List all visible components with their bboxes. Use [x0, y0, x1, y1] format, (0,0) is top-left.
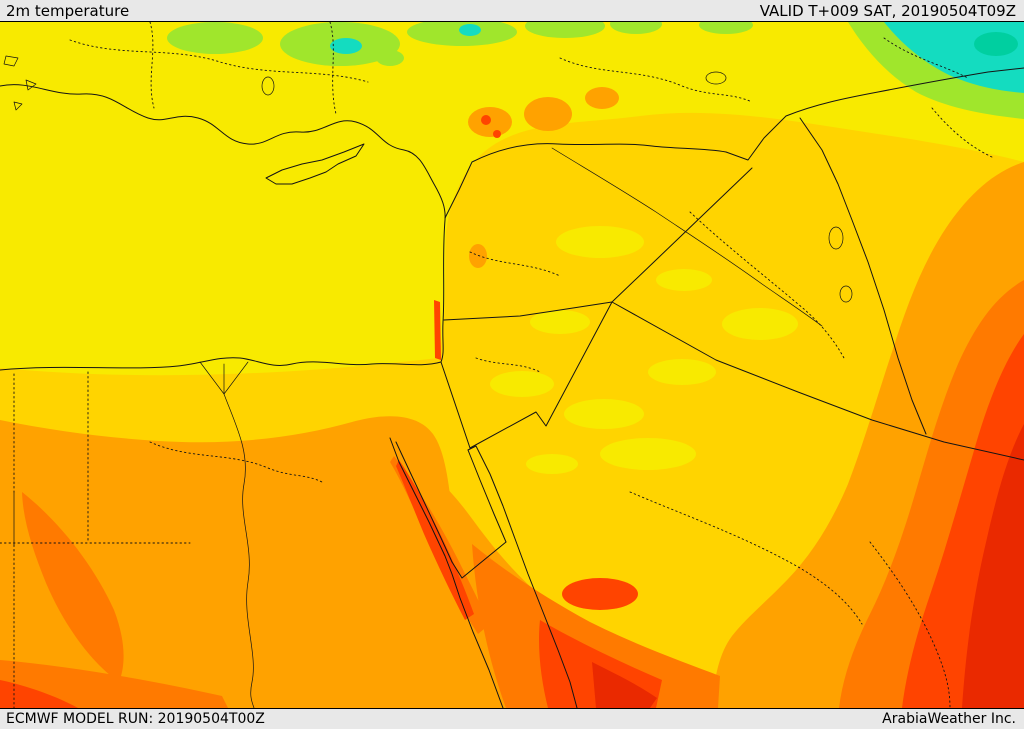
pale-yellow-patches — [490, 226, 798, 474]
temperature-field — [0, 22, 1024, 708]
deep-red-east-core — [962, 424, 1024, 708]
temperature-map — [0, 22, 1024, 708]
iraq-iran-border — [799, 117, 927, 435]
red-spot-south — [562, 578, 638, 610]
teal-core-northeast — [974, 32, 1018, 56]
brand-label: ArabiaWeather Inc. — [882, 711, 1016, 727]
iraq-lake-2 — [839, 285, 853, 303]
deep-red-south-core — [592, 662, 657, 708]
jordan-syria-border — [443, 301, 613, 321]
syria-iraq-border — [611, 167, 753, 303]
lake-van — [705, 71, 727, 85]
deep-orange-egypt-bottom — [0, 660, 228, 708]
red-regions — [0, 115, 1024, 708]
red-corner-bottom-left — [0, 680, 78, 708]
sinai-south-tip — [451, 541, 507, 579]
deep-orange-egypt-band — [22, 492, 124, 682]
lake-tuz — [261, 76, 275, 96]
jordan-saudi-border — [469, 301, 613, 449]
temperature-map-canvas — [0, 22, 1024, 708]
admin-boundaries — [0, 22, 995, 708]
gulf-of-aqaba-west-coast — [467, 449, 507, 543]
gulf-of-aqaba-east-coast — [467, 445, 515, 537]
iraq-lake-1 — [828, 226, 844, 250]
nile-delta-branches — [199, 361, 249, 395]
orange-spot-north-syria-3 — [585, 87, 619, 109]
cyan-spot-2 — [459, 24, 481, 36]
cyan-spot-1 — [330, 38, 362, 54]
country-borders — [0, 55, 1024, 708]
model-run-label: ECMWF MODEL RUN: 20190504T00Z — [6, 711, 265, 727]
rivers — [199, 147, 823, 708]
egypt-israel-border — [440, 361, 471, 449]
nile-river — [223, 393, 255, 708]
orange-spot-north-syria-2 — [524, 97, 572, 131]
gulf-of-suez-west-coast — [389, 437, 504, 708]
aegean-islands — [3, 55, 37, 111]
turkey-syria-iraq-border — [444, 67, 1024, 219]
map-header: 2m temperature VALID T+009 SAT, 20190504… — [0, 0, 1024, 22]
orange-region-south-center — [398, 450, 734, 708]
red-dot-syria-2 — [493, 130, 501, 138]
red-dot-syria-1 — [481, 115, 491, 125]
cyprus-outline — [265, 143, 365, 185]
map-footer: ECMWF MODEL RUN: 20190504T00Z ArabiaWeat… — [0, 708, 1024, 729]
euphrates-river — [551, 147, 823, 327]
valid-time-label: VALID T+009 SAT, 20190504T09Z — [759, 1, 1016, 20]
map-title: 2m temperature — [6, 1, 130, 20]
deep-orange-south-center — [472, 544, 720, 708]
gulf-of-suez-east-coast — [395, 441, 453, 563]
saudi-iraq-border — [611, 301, 1024, 461]
red-sea-east-coast — [513, 535, 578, 708]
cool-green-regions — [167, 22, 1024, 119]
orange-spot-damascus — [469, 244, 487, 268]
mediterranean-coastline — [0, 84, 446, 371]
red-jordan-valley-sliver — [434, 300, 441, 360]
